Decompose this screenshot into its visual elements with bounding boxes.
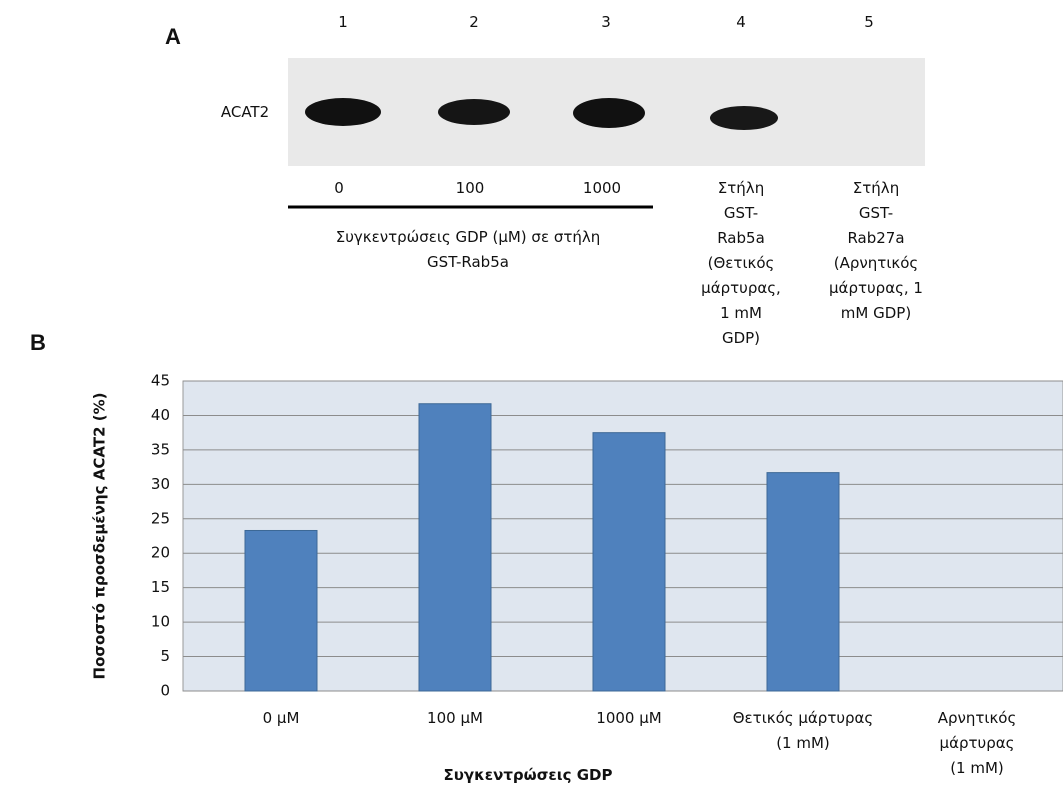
lane-number: 1 [338, 10, 348, 35]
bar [245, 530, 317, 691]
lane-label: Στήλη GST- Rab27a (Αρνητικός μάρτυρας, 1… [829, 176, 923, 326]
concentration-label: 1000 [583, 176, 621, 201]
x-tick-label: 100 μΜ [427, 706, 483, 731]
lane-label: Στήλη GST- Rab5a (Θετικός μάρτυρας, 1 mM… [701, 176, 781, 351]
panel-label: A [165, 24, 181, 49]
y-tick-label: 35 [151, 440, 170, 458]
figure: 051015202530354045Ποσοστό προσδεμένης AC… [0, 0, 1063, 791]
y-tick-label: 0 [160, 682, 170, 700]
blot-band [710, 106, 778, 130]
y-tick-label: 20 [151, 544, 170, 562]
y-tick-label: 5 [160, 647, 170, 665]
x-tick-label: Αρνητικός μάρτυρας (1 mM) [934, 706, 1020, 781]
bar [419, 404, 491, 691]
y-tick-label: 45 [151, 372, 170, 390]
lane-number: 2 [469, 10, 479, 35]
y-tick-label: 30 [151, 475, 170, 493]
y-axis-title: Ποσοστό προσδεμένης ACAT2 (%) [91, 393, 109, 680]
y-tick-label: 25 [151, 509, 170, 527]
x-tick-label: 1000 μΜ [596, 706, 661, 731]
x-axis-title: Συγκεντρώσεις GDP [444, 763, 613, 788]
lane-number: 4 [736, 10, 746, 35]
blot-band [573, 98, 645, 128]
blot-band [438, 99, 510, 125]
concentration-label: 100 [456, 176, 485, 201]
band-label: ACAT2 [221, 100, 269, 125]
bar [593, 433, 665, 691]
group-label: Συγκεντρώσεις GDP (μΜ) σε στήλη GST-Rab5… [336, 225, 601, 275]
concentration-label: 0 [334, 176, 344, 201]
x-tick-label: 0 μΜ [263, 706, 300, 731]
bar [767, 473, 839, 691]
panel-label: B [30, 330, 46, 355]
lane-number: 5 [864, 10, 874, 35]
lane-number: 3 [601, 10, 611, 35]
y-tick-label: 15 [151, 578, 170, 596]
x-tick-label: Θετικός μάρτυρας (1 mM) [733, 706, 874, 756]
y-tick-label: 10 [151, 613, 170, 631]
chart: 051015202530354045Ποσοστό προσδεμένης AC… [0, 0, 1063, 791]
blot-band [305, 98, 381, 126]
y-tick-label: 40 [151, 406, 170, 424]
